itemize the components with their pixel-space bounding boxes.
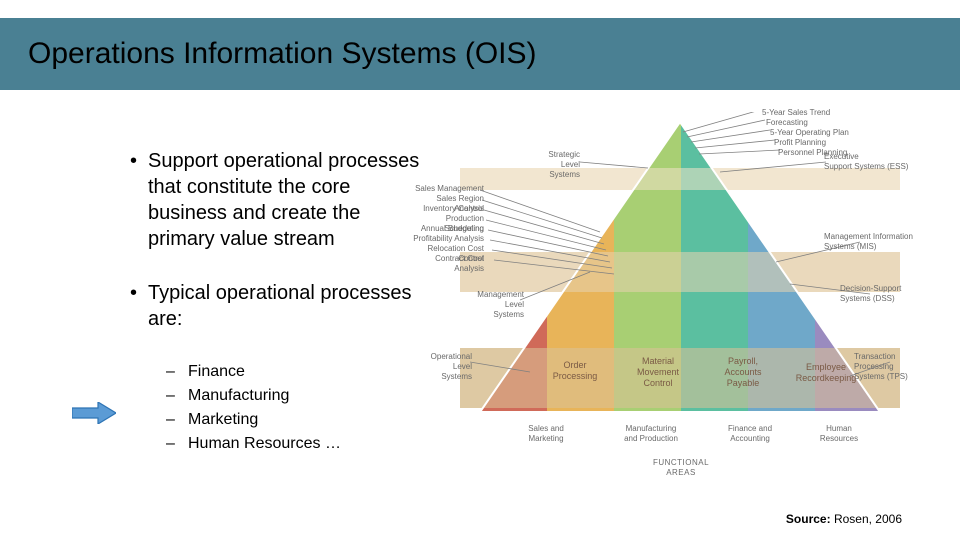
functional-area-label: Sales and Marketing	[506, 424, 586, 444]
mgmt-activity-label: Annual Budgeting	[408, 224, 484, 234]
sub-bullet-item: –Marketing	[166, 408, 420, 432]
functional-area-label: Human Resources	[804, 424, 874, 444]
pyramid-top-label: Profit Planning	[774, 138, 826, 148]
arrow-shape	[72, 402, 116, 424]
level-label-ess: Executive Support Systems (ESS)	[824, 152, 934, 172]
sub-bullet-item: –Manufacturing	[166, 384, 420, 408]
sub-bullet-item: –Human Resources …	[166, 432, 420, 456]
functional-areas-caption: FUNCTIONAL AREAS	[636, 458, 726, 478]
ops-band-label: Order Processing	[540, 360, 610, 382]
pyramid-diagram: 5-Year Sales Trend Forecasting 5-Year Op…	[420, 112, 940, 512]
bullet-text: Support operational processes that const…	[148, 148, 420, 252]
sub-bullet-list: –Finance –Manufacturing –Marketing –Huma…	[166, 360, 420, 456]
bullet-item: • Typical operational processes are:	[130, 280, 420, 332]
source-label: Source:	[786, 512, 831, 526]
slide-title: Operations Information Systems (OIS)	[28, 37, 537, 71]
ops-band-label: Payroll, Accounts Payable	[706, 356, 780, 389]
functional-area-label: Manufacturing and Production	[606, 424, 696, 444]
level-label-strategic: Strategic Level Systems	[524, 150, 580, 180]
mgmt-activity-label: Profitability Analysis	[408, 234, 484, 244]
bullet-dot: •	[130, 148, 148, 252]
level-label-operational: Operational Level Systems	[412, 352, 472, 382]
slide: Operations Information Systems (OIS) • S…	[0, 0, 960, 540]
text-body: • Support operational processes that con…	[130, 148, 420, 456]
level-label-dss: Decision-Support Systems (DSS)	[840, 284, 950, 304]
mgmt-activity-label: Contract Cost Analysis	[408, 254, 484, 274]
arrow-icon	[72, 402, 116, 424]
bullet-item: • Support operational processes that con…	[130, 148, 420, 252]
pyramid-top-label: Forecasting	[766, 118, 808, 128]
mgmt-activity-label: Inventory Control	[408, 204, 484, 214]
bullet-dot: •	[130, 280, 148, 332]
pyramid-top-label: 5-Year Sales Trend	[762, 108, 830, 118]
level-label-mis: Management Information Systems (MIS)	[824, 232, 944, 252]
ops-band-label: Material Movement Control	[618, 356, 698, 389]
pyramid-top-label: 5-Year Operating Plan	[770, 128, 849, 138]
functional-area-label: Finance and Accounting	[710, 424, 790, 444]
title-bar: Operations Information Systems (OIS)	[0, 18, 960, 90]
sub-bullet-item: –Finance	[166, 360, 420, 384]
ops-band-label: Employee Recordkeeping	[786, 362, 866, 384]
bullet-text: Typical operational processes are:	[148, 280, 420, 332]
source-text: Rosen, 2006	[834, 512, 902, 526]
level-label-tps: Transaction Processing Systems (TPS)	[854, 352, 954, 382]
level-label-management: Management Level Systems	[464, 290, 524, 320]
mgmt-activity-label: Sales Management	[408, 184, 484, 194]
source-citation: Source: Rosen, 2006	[786, 512, 902, 526]
